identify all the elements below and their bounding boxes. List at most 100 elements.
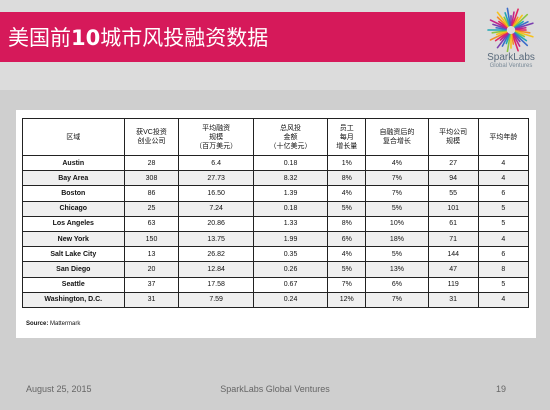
logo-ray [514,22,534,30]
logo-ray [514,31,528,42]
data-cell: 4% [327,185,367,202]
logo-ray [515,26,527,31]
table-row: Seattle 37 17.58 0.67 7% 6% 119 5 [22,276,530,293]
data-cell: 37 [123,276,180,293]
data-cell: 5 [477,200,530,217]
column-header-label: 获VC投资 创业公司 [136,129,167,145]
logo-ray [501,33,510,47]
data-cell: 25 [123,200,180,217]
data-cell: 6.4 [178,154,254,172]
data-cell: 0.67 [252,276,329,293]
data-cell: 13.75 [178,230,254,248]
data-cell: 144 [427,246,479,263]
logo-ray [510,33,515,45]
data-cell: 6 [477,246,530,263]
logo-subtitle: Global Ventures [489,63,533,69]
table-row: Salt Lake City 13 26.82 0.35 4% 5% 144 6 [22,246,530,263]
data-cell: 6 [477,185,530,202]
data-cell: 20 [123,261,180,278]
table-row: Washington, D.C. 31 7.59 0.24 12% 7% 31 4 [22,291,530,308]
data-cell: 8% [327,215,367,232]
logo-ray [511,33,519,52]
data-cell: 31 [123,291,180,308]
data-cell: 18% [365,230,429,248]
logo-ray [510,11,515,27]
column-header: 总风投 金额 （十亿美元） [252,118,329,156]
data-cell: 5% [327,261,367,278]
data-cell: 0.35 [252,246,329,263]
data-cell: 8.32 [252,170,329,187]
data-cell: 26.82 [178,246,254,263]
data-cell: 12% [327,291,367,308]
logo-ray [499,32,509,41]
data-cell: 31 [427,291,479,308]
data-cell: 0.18 [252,200,329,217]
logo-ray [489,31,508,41]
table-row: San Diego 20 12.84 0.26 5% 13% 47 8 [22,261,530,278]
logo-ray [504,12,511,27]
logo-ray [513,33,521,43]
data-cell: 101 [427,200,479,217]
data-cell: 4% [327,246,367,263]
slide-title: 美国前10城市风投融资数据 [8,26,268,50]
data-cell: 7% [365,291,429,308]
data-cell: 4 [477,230,530,248]
data-cell: 86 [123,185,180,202]
data-cell: 13% [365,261,429,278]
table-row: Bay Area 308 27.73 8.32 8% 7% 94 4 [22,170,530,187]
data-cell: 0.24 [252,291,329,308]
footer-org: SparkLabs Global Ventures [220,384,330,394]
logo-ray [511,8,519,27]
data-cell: 47 [427,261,479,278]
logo-ray [506,33,512,53]
logo-ray [492,23,508,30]
city-cell: New York [22,230,125,248]
column-header: 平均年龄 [477,118,530,156]
data-cell: 17.58 [178,276,254,293]
data-cell: 94 [427,170,479,187]
city-cell: Salt Lake City [22,246,125,263]
column-header: 区域 [22,118,125,156]
logo-ray [514,30,534,38]
column-header: 自融资后的 复合增长 [365,118,429,156]
data-cell: 0.26 [252,261,329,278]
logo-ray [506,7,512,27]
data-cell: 5 [477,276,530,293]
title-prefix: 美国前 [8,26,71,50]
data-cell: 10% [365,215,429,232]
data-cell: 4 [477,170,530,187]
data-cell: 7% [365,170,429,187]
data-cell: 61 [427,215,479,232]
column-header-label: 平均融资 规模 （百万美元） [195,124,238,150]
logo-ray [512,16,519,27]
data-cell: 20.86 [178,215,254,232]
data-cell: 12.84 [178,261,254,278]
table-row: Boston 86 16.50 1.39 4% 7% 55 6 [22,185,530,202]
column-header: 员工 每月 增长量 [327,118,367,156]
logo-ray [505,33,511,45]
logo-ray [503,16,510,27]
data-cell: 5% [327,200,367,217]
city-cell: Washington, D.C. [22,291,125,308]
data-cell: 6% [365,276,429,293]
logo-name: SparkLabs [487,52,535,63]
title-number: 10 [71,26,101,50]
logo-ray [491,29,507,34]
city-cell: Los Angeles [22,215,125,232]
data-cell: 1.99 [252,230,329,248]
data-cell: 7% [365,185,429,202]
footer-date: August 25, 2015 [26,384,92,394]
data-cell: 7.24 [178,200,254,217]
data-cell: 6% [327,230,367,248]
logo-ray [495,26,507,31]
column-header: 平均融资 规模 （百万美元） [178,118,254,156]
city-cell: Austin [22,154,125,172]
data-cell: 27.73 [178,170,254,187]
logo-ray [513,13,529,28]
source-value: Mattermark [50,321,81,327]
data-cell: 8% [327,170,367,187]
data-cell: 55 [427,185,479,202]
data-cell: 5 [477,215,530,232]
logo-ray [494,31,508,42]
city-cell: Chicago [22,200,125,217]
